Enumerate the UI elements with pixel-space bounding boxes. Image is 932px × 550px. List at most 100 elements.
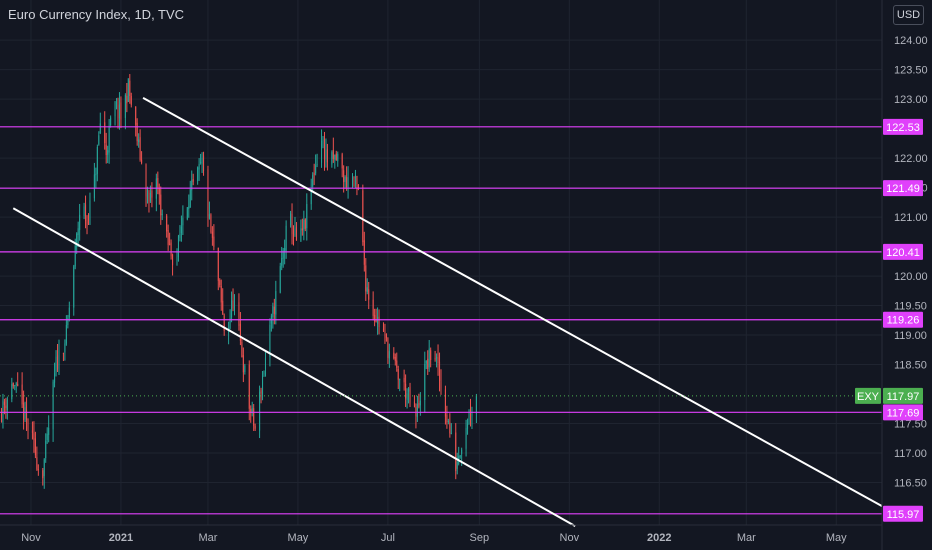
candle-body [403, 377, 405, 383]
y-tick-label: 119.00 [894, 330, 927, 342]
candle-body [449, 422, 451, 434]
candle-body [467, 423, 469, 429]
level-price-badges: 122.53 121.49 120.41 119.26 117.69 115.97 [883, 118, 923, 522]
candle-body [31, 430, 33, 433]
trendline [12, 207, 576, 528]
candle-body [415, 406, 417, 417]
y-tick-label: 118.50 [894, 360, 927, 372]
candle-body [303, 219, 305, 230]
trendline-channel[interactable] [12, 97, 883, 528]
candle-body [27, 418, 29, 431]
candle-body [146, 193, 149, 199]
candle-body [79, 214, 81, 230]
candle-body [135, 106, 137, 125]
candle-body [161, 213, 163, 215]
candle-body [169, 243, 171, 245]
candle-body [365, 265, 367, 292]
candle-body [229, 318, 231, 329]
candle-body [301, 228, 303, 231]
candle-body [127, 78, 129, 102]
candle-body [87, 223, 90, 225]
candle-body [118, 104, 120, 119]
candle-body [326, 149, 328, 163]
candle-body [197, 167, 199, 181]
candle-body [172, 254, 174, 266]
candle-body [95, 173, 97, 176]
candle-body [273, 306, 275, 314]
candle-body [292, 234, 295, 236]
candle-body [108, 126, 110, 153]
candle-body [98, 135, 100, 145]
candle-body [176, 256, 178, 266]
x-axis-tick-labels: Nov 2021 Mar May Jul Sep Nov 2022 Mar May [21, 532, 847, 544]
candle-body [48, 427, 50, 435]
y-tick-label: 117.50 [894, 419, 927, 431]
candle-body [89, 200, 91, 225]
candle-body [67, 318, 69, 325]
candle-body [393, 352, 395, 359]
y-tick-label: 121.00 [894, 212, 928, 224]
candle-body [248, 364, 250, 409]
candle-body [242, 355, 244, 373]
candle-body [335, 153, 337, 161]
candle-body [239, 323, 241, 341]
x-tick-label: Mar [737, 532, 756, 544]
candle-body [105, 144, 107, 155]
candle-body [189, 189, 191, 208]
candle-body [76, 233, 78, 247]
currency-button[interactable]: USD [893, 5, 924, 25]
trendline [142, 97, 883, 507]
x-tick-label: Sep [470, 532, 490, 544]
candle-body [357, 184, 359, 190]
candle-body [285, 225, 287, 251]
x-tick-label: Nov [21, 532, 41, 544]
y-tick-label: 122.00 [894, 153, 928, 165]
candle-body [375, 320, 377, 322]
candle-body [254, 426, 256, 429]
candle-body [46, 433, 48, 440]
candle-body [188, 206, 190, 210]
candle-body [136, 122, 138, 142]
candle-body [368, 289, 370, 300]
candle-body [145, 164, 147, 197]
candle-body [120, 102, 122, 120]
candle-body [68, 307, 70, 318]
candle-body [372, 299, 374, 316]
last-price-badge [883, 387, 923, 404]
candle-body [177, 235, 179, 258]
candle-body [362, 190, 364, 243]
candle-body [385, 333, 387, 338]
horizontal-support-resistance-levels[interactable] [0, 126, 882, 515]
candle-body [304, 219, 306, 229]
candle-body [250, 408, 252, 414]
candle-body [85, 204, 87, 221]
candle-body [58, 350, 60, 370]
candle-body [384, 331, 386, 333]
candle-body [321, 140, 323, 163]
candle-body [262, 375, 264, 395]
candle-body [208, 214, 210, 219]
candle-body [114, 102, 116, 117]
candle-body [157, 178, 159, 188]
candle-body [310, 187, 312, 205]
candle-body [446, 414, 448, 423]
candle-body [461, 449, 463, 454]
candle-body [222, 300, 224, 315]
candle-body [62, 353, 64, 355]
candle-body [413, 401, 415, 407]
candle-body [377, 316, 379, 324]
candle-body [418, 403, 420, 408]
candle-body [83, 206, 85, 217]
candle-body [347, 177, 349, 188]
candle-body [201, 157, 203, 164]
level-badge [883, 505, 923, 522]
candle-body [378, 316, 380, 327]
level-badge-label: 115.97 [887, 509, 920, 521]
candle-body [259, 391, 261, 431]
candle-body [281, 257, 283, 266]
candle-body [436, 357, 438, 359]
candle-body [36, 457, 38, 470]
candle-body [405, 383, 407, 399]
candle-body [54, 373, 56, 383]
